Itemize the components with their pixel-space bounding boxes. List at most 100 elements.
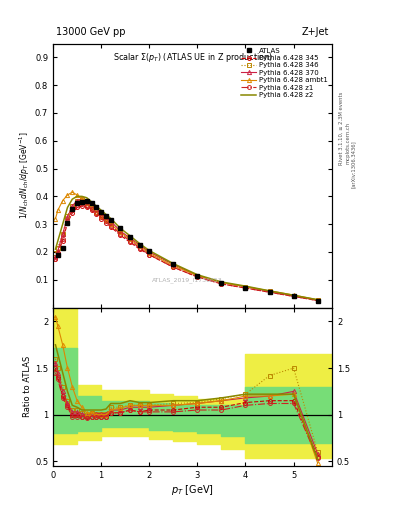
ATLAS <box>108 217 113 223</box>
Line: Pythia 6.428 z2: Pythia 6.428 z2 <box>55 197 318 300</box>
Pythia 6.428 z2 <box>79 194 84 200</box>
Legend: ATLAS, Pythia 6.428 345, Pythia 6.428 346, Pythia 6.428 370, Pythia 6.428 ambt1,: ATLAS, Pythia 6.428 345, Pythia 6.428 34… <box>239 46 330 100</box>
Pythia 6.428 370 <box>53 254 58 261</box>
Pythia 6.428 346 <box>291 293 296 299</box>
Pythia 6.428 346 <box>195 272 200 279</box>
Pythia 6.428 ambt1 <box>128 237 132 243</box>
ATLAS <box>291 293 296 300</box>
Pythia 6.428 z2 <box>94 203 99 209</box>
Pythia 6.428 346 <box>108 218 113 224</box>
Line: Pythia 6.428 346: Pythia 6.428 346 <box>53 197 320 302</box>
Pythia 6.428 346 <box>243 284 248 290</box>
Pythia 6.428 z2 <box>128 233 132 239</box>
Pythia 6.428 370 <box>171 261 176 267</box>
ATLAS <box>267 289 272 295</box>
ATLAS <box>128 233 132 240</box>
Pythia 6.428 346 <box>84 199 89 205</box>
Pythia 6.428 z1 <box>147 251 152 258</box>
Pythia 6.428 345 <box>84 204 89 210</box>
Pythia 6.428 345 <box>60 238 65 244</box>
ATLAS <box>89 200 94 206</box>
Pythia 6.428 346 <box>79 196 84 202</box>
Text: mcplots.cern.ch: mcplots.cern.ch <box>345 122 350 164</box>
Pythia 6.428 345 <box>219 281 224 287</box>
Pythia 6.428 z1 <box>53 256 58 262</box>
ATLAS <box>315 297 320 304</box>
Pythia 6.428 370 <box>70 203 75 209</box>
Pythia 6.428 z1 <box>291 293 296 300</box>
ATLAS <box>118 225 123 231</box>
Pythia 6.428 346 <box>147 249 152 255</box>
Pythia 6.428 z2 <box>108 216 113 222</box>
Pythia 6.428 345 <box>195 274 200 280</box>
Pythia 6.428 z1 <box>315 297 320 304</box>
Pythia 6.428 370 <box>315 297 320 303</box>
Pythia 6.428 345 <box>79 203 84 209</box>
Pythia 6.428 ambt1 <box>195 272 200 279</box>
Pythia 6.428 345 <box>128 239 132 245</box>
ATLAS <box>195 272 200 279</box>
Pythia 6.428 346 <box>315 297 320 303</box>
Pythia 6.428 345 <box>291 293 296 300</box>
Pythia 6.428 ambt1 <box>108 221 113 227</box>
Y-axis label: Ratio to ATLAS: Ratio to ATLAS <box>23 356 32 417</box>
ATLAS <box>65 220 70 226</box>
Pythia 6.428 345 <box>53 256 58 262</box>
Pythia 6.428 370 <box>60 231 65 237</box>
Pythia 6.428 z1 <box>137 245 142 251</box>
Pythia 6.428 345 <box>75 204 79 210</box>
ATLAS <box>75 200 79 206</box>
Pythia 6.428 370 <box>291 293 296 299</box>
Line: Pythia 6.428 z1: Pythia 6.428 z1 <box>53 201 320 303</box>
Pythia 6.428 z2 <box>65 204 70 210</box>
Pythia 6.428 345 <box>118 232 123 239</box>
Pythia 6.428 345 <box>147 251 152 258</box>
Pythia 6.428 z2 <box>70 196 75 202</box>
Pythia 6.428 345 <box>70 210 75 216</box>
ATLAS <box>79 199 84 205</box>
Pythia 6.428 346 <box>118 228 123 234</box>
ATLAS <box>84 198 89 204</box>
Pythia 6.428 345 <box>315 297 320 304</box>
Line: Pythia 6.428 ambt1: Pythia 6.428 ambt1 <box>53 190 320 302</box>
Pythia 6.428 z1 <box>108 223 113 229</box>
Pythia 6.428 ambt1 <box>60 198 65 204</box>
Pythia 6.428 370 <box>104 214 108 220</box>
Pythia 6.428 345 <box>65 220 70 226</box>
Pythia 6.428 z2 <box>75 194 79 200</box>
Pythia 6.428 z1 <box>70 207 75 214</box>
Pythia 6.428 345 <box>108 224 113 230</box>
Text: Rivet 3.1.10, ≥ 2.3M events: Rivet 3.1.10, ≥ 2.3M events <box>339 91 344 165</box>
Y-axis label: $1/N_\mathrm{ch}\,dN_\mathrm{ch}/dp_T$ [GeV$^{-1}$]: $1/N_\mathrm{ch}\,dN_\mathrm{ch}/dp_T$ [… <box>18 132 32 219</box>
Line: Pythia 6.428 370: Pythia 6.428 370 <box>53 197 320 302</box>
Pythia 6.428 z1 <box>94 210 99 216</box>
Pythia 6.428 z2 <box>104 211 108 218</box>
Line: ATLAS: ATLAS <box>55 198 320 303</box>
Pythia 6.428 370 <box>65 214 70 220</box>
Pythia 6.428 ambt1 <box>267 288 272 294</box>
Pythia 6.428 ambt1 <box>55 207 60 214</box>
ATLAS <box>99 208 103 215</box>
Pythia 6.428 370 <box>108 218 113 224</box>
ATLAS <box>137 242 142 248</box>
Pythia 6.428 z1 <box>55 250 60 257</box>
X-axis label: $p_T$ [GeV]: $p_T$ [GeV] <box>171 482 214 497</box>
Text: Scalar $\Sigma(p_T)$ (ATLAS UE in Z production): Scalar $\Sigma(p_T)$ (ATLAS UE in Z prod… <box>113 51 272 65</box>
Pythia 6.428 z1 <box>65 218 70 224</box>
Pythia 6.428 345 <box>55 250 60 257</box>
Pythia 6.428 z1 <box>75 202 79 208</box>
Pythia 6.428 346 <box>171 261 176 267</box>
Pythia 6.428 345 <box>89 207 94 214</box>
Pythia 6.428 370 <box>89 202 94 208</box>
ATLAS <box>94 204 99 210</box>
Pythia 6.428 346 <box>75 198 79 204</box>
Pythia 6.428 z2 <box>137 241 142 247</box>
Pythia 6.428 z1 <box>171 264 176 270</box>
Pythia 6.428 ambt1 <box>291 292 296 298</box>
Pythia 6.428 z2 <box>147 247 152 253</box>
Text: 13000 GeV pp: 13000 GeV pp <box>56 27 125 37</box>
Pythia 6.428 ambt1 <box>104 217 108 223</box>
Pythia 6.428 ambt1 <box>84 200 89 206</box>
Pythia 6.428 z2 <box>55 238 60 244</box>
Pythia 6.428 346 <box>60 231 65 237</box>
